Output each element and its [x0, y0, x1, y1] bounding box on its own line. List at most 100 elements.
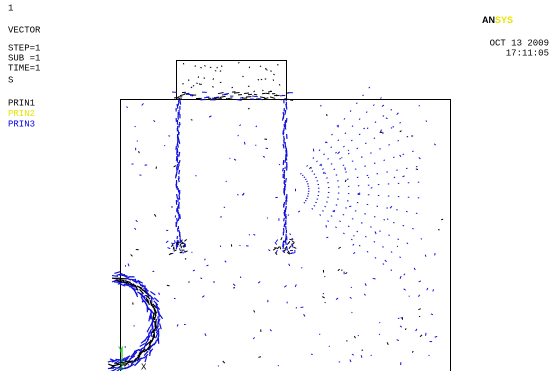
vector — [365, 236, 366, 237]
vector — [379, 334, 380, 335]
vector — [284, 99, 289, 100]
legend-entry: PRIN2 — [8, 109, 35, 119]
vector — [284, 212, 285, 216]
vector — [183, 63, 184, 64]
vector — [175, 215, 176, 217]
vector — [433, 289, 434, 291]
vector — [261, 79, 262, 80]
vector — [352, 312, 353, 313]
vector — [130, 279, 136, 280]
legend-entry: PRIN3 — [8, 119, 35, 129]
vector — [198, 76, 199, 77]
vector — [398, 239, 399, 240]
info-line: SUB =1 — [8, 53, 40, 63]
vector — [212, 86, 213, 87]
info-line: TIME=1 — [8, 63, 40, 73]
vector — [407, 243, 408, 244]
plot-id: 1 — [8, 3, 13, 13]
vector — [361, 355, 362, 357]
vector — [296, 307, 297, 308]
logo: ANSYS — [482, 15, 513, 25]
vector — [137, 141, 138, 142]
vector — [391, 252, 392, 253]
vector — [266, 93, 269, 94]
vector — [331, 164, 332, 165]
vector — [322, 169, 323, 170]
vector — [220, 217, 221, 218]
vector — [167, 285, 170, 286]
vector — [179, 170, 180, 174]
vector — [237, 194, 238, 195]
vector — [284, 224, 285, 227]
vector — [348, 150, 349, 151]
vector — [357, 231, 358, 232]
vector — [284, 172, 285, 176]
vector — [379, 231, 380, 232]
vector — [348, 153, 349, 154]
vector — [398, 140, 399, 141]
vector — [287, 246, 288, 251]
vector — [370, 227, 371, 228]
vector — [339, 221, 340, 222]
vector — [374, 138, 375, 139]
vector — [283, 168, 284, 171]
vector — [176, 246, 177, 249]
vector — [234, 93, 240, 94]
vector — [343, 214, 344, 215]
ansys-vector-plot: 1 VECTOR STEP=1 SUB =1 TIME=1 S PRIN1PRI… — [0, 0, 552, 371]
vector — [180, 234, 181, 238]
vector — [258, 357, 261, 358]
vector — [279, 84, 280, 85]
triad-label: Y — [118, 345, 124, 355]
vector — [314, 205, 315, 206]
vector — [391, 128, 392, 129]
vector — [249, 235, 250, 236]
vector — [288, 215, 289, 216]
vector — [400, 122, 401, 123]
info-line: STEP=1 — [8, 43, 40, 53]
vector — [379, 149, 380, 150]
vector — [232, 87, 233, 88]
date: OCT 13 2009 — [490, 38, 549, 48]
vector — [425, 255, 426, 257]
vector — [325, 206, 326, 207]
vector — [305, 200, 306, 201]
vector — [306, 181, 307, 182]
vector — [373, 278, 376, 279]
vector — [262, 90, 263, 91]
vector — [387, 219, 388, 220]
vector — [285, 110, 286, 115]
vector — [218, 366, 219, 367]
vector — [176, 146, 177, 150]
vector — [382, 133, 383, 134]
vector — [238, 62, 239, 63]
vector — [301, 267, 302, 268]
vector — [168, 136, 170, 137]
vector — [179, 160, 180, 163]
vector — [178, 144, 179, 148]
page: 1 VECTOR STEP=1 SUB =1 TIME=1 S PRIN1PRI… — [0, 0, 552, 371]
logo-part: AN — [482, 15, 495, 25]
vector — [306, 198, 307, 199]
vector — [284, 218, 285, 221]
vector — [401, 318, 402, 319]
vector — [191, 120, 193, 121]
vector — [215, 71, 216, 72]
vector — [128, 364, 129, 365]
vector — [341, 270, 342, 271]
vector — [352, 161, 353, 162]
vector — [177, 104, 178, 109]
triad-label: X — [141, 362, 147, 371]
vector — [352, 219, 353, 220]
vector — [382, 247, 383, 248]
vector — [361, 223, 362, 224]
vector — [334, 169, 335, 170]
vector — [177, 208, 178, 212]
vector — [213, 78, 214, 79]
vector — [260, 66, 261, 67]
background — [0, 0, 552, 371]
vector — [315, 177, 316, 178]
vector — [178, 166, 179, 170]
vector — [314, 174, 315, 175]
time: 17:11:05 — [506, 48, 549, 58]
